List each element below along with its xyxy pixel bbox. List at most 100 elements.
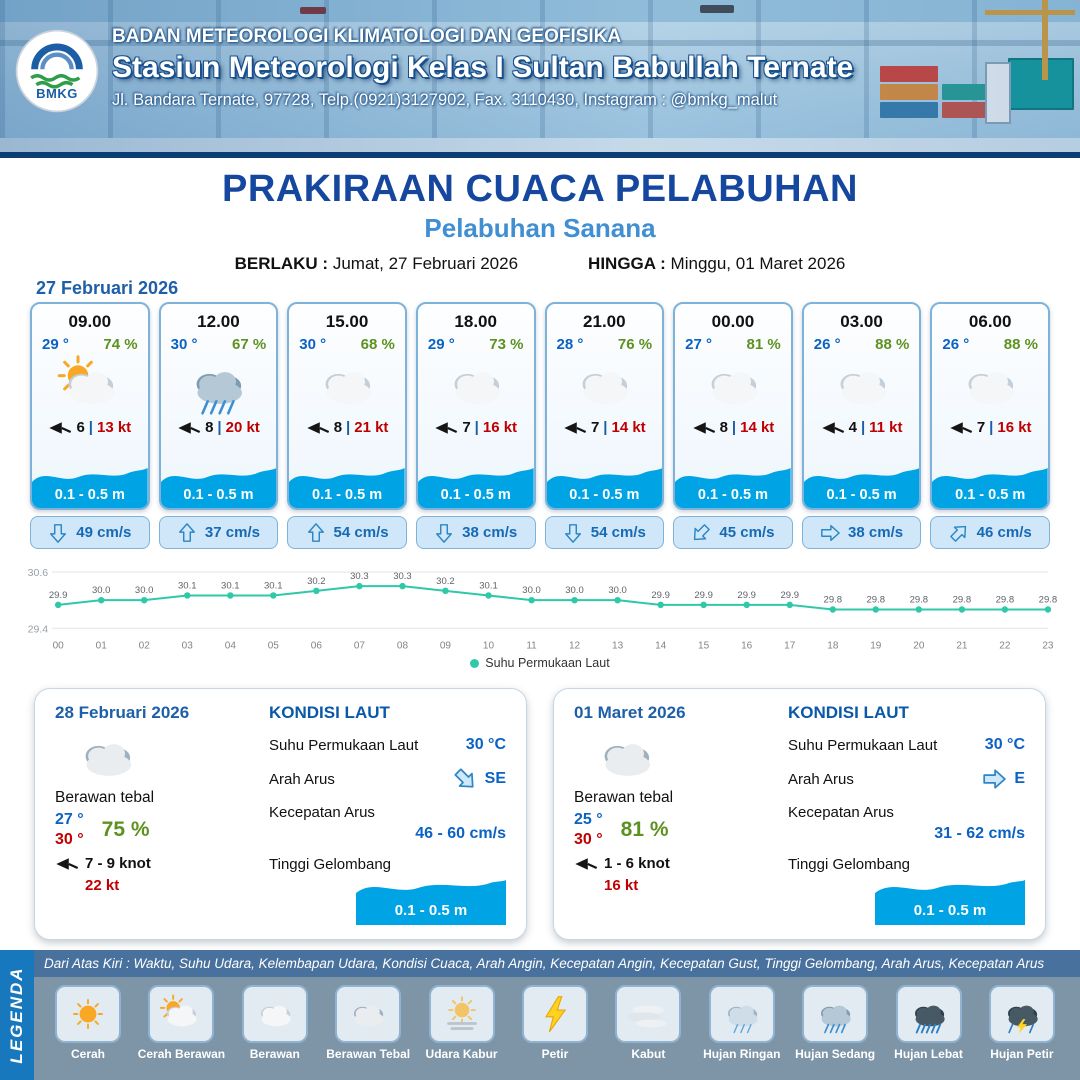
day-card: 01 Maret 2026 Berawan tebal 25 ° 30 ° 81… (553, 688, 1046, 940)
wind-speed: 8 (205, 419, 214, 436)
wind-row: 7 | 14 kt (563, 419, 646, 436)
forecast-card-main: 18.00 29 ° 73 % 7 | 16 kt 0.1 - 0.5 m (415, 302, 536, 510)
current-speed: 38 cm/s (462, 524, 518, 541)
current-speed: 54 cm/s (590, 524, 646, 541)
current-strip: 38 cm/s (415, 516, 536, 549)
forecast-time: 09.00 (68, 312, 112, 331)
forecast-card: 03.00 26 ° 88 % 4 | 11 kt 0.1 - 0.5 m 38… (801, 302, 922, 549)
valid-from-value: Jumat, 27 Februari 2026 (332, 254, 519, 273)
svg-text:12: 12 (569, 640, 581, 651)
crane-mast (1042, 0, 1048, 80)
legend-item: Berawan Tebal (322, 985, 414, 1061)
container-orange (880, 84, 938, 100)
svg-text:07: 07 (354, 640, 366, 651)
current-strip: 38 cm/s (801, 516, 922, 549)
port-illustration (0, 0, 1080, 152)
wave-height-label: Tinggi Gelombang (269, 856, 392, 873)
container-blue (880, 102, 938, 118)
legend-tile (241, 985, 308, 1043)
chart-legend: Suhu Permukaan Laut (18, 656, 1062, 670)
forecast-card-main: 00.00 27 ° 81 % 8 | 14 kt 0.1 - 0.5 m (673, 302, 793, 510)
current-speed: 54 cm/s (333, 524, 389, 541)
svg-text:30.1: 30.1 (178, 580, 197, 591)
air-temperature: 30 ° (299, 336, 327, 353)
legend-item-label: Berawan (249, 1047, 300, 1061)
current-speed: 38 cm/s (848, 524, 904, 541)
separator: | (474, 419, 479, 436)
wave-height-band: 0.1 - 0.5 m (803, 462, 920, 508)
forecast-date: 27 Februari 2026 (36, 278, 179, 298)
legend-item: Hujan Petir (976, 985, 1068, 1061)
day-weather-summary: 28 Februari 2026 Berawan tebal 27 ° 30 °… (55, 703, 255, 925)
header: BMKG BADAN METEOROLOGI KLIMATOLOGI DAN G… (0, 0, 1080, 158)
terminal-floor (0, 138, 1080, 152)
port-name: Pelabuhan Sanana (424, 213, 656, 243)
window-beam (0, 40, 1080, 46)
svg-text:17: 17 (784, 640, 796, 651)
gust-speed: 11 kt (869, 419, 903, 436)
forecast-time: 06.00 (968, 312, 1012, 331)
legend-item-label: Petir (541, 1047, 569, 1061)
hujan-petir-icon (994, 992, 1050, 1036)
current-strip: 54 cm/s (544, 516, 665, 549)
svg-text:30.6: 30.6 (28, 567, 49, 579)
forecast-time: 15.00 (325, 312, 369, 331)
separator: | (989, 419, 994, 436)
svg-text:29.9: 29.9 (737, 590, 756, 601)
forecast-card: 12.00 30 ° 67 % 8 | 20 kt 0.1 - 0.5 m 37… (158, 302, 279, 549)
weather-icon (174, 355, 262, 417)
air-temperature: 26 ° (942, 336, 970, 353)
weather-icon (432, 355, 520, 417)
legend-tile (148, 985, 215, 1043)
svg-text:18: 18 (827, 640, 839, 651)
svg-text:30.0: 30.0 (522, 585, 541, 596)
temp-humidity-row: 30 ° 68 % (289, 336, 405, 353)
temp-humidity-row: 29 ° 73 % (418, 336, 534, 353)
weather-icon (46, 355, 134, 417)
legend-tile (802, 985, 869, 1043)
temperature-block: 27 ° 30 ° 75 % (55, 811, 255, 849)
forecast-card: 06.00 26 ° 88 % 7 | 16 kt 0.1 - 0.5 m 46… (930, 302, 1050, 549)
legend-item-label: Hujan Petir (990, 1047, 1054, 1061)
current-strip: 54 cm/s (287, 516, 407, 549)
legend-tile (55, 985, 121, 1043)
gust-speed: 22 kt (85, 877, 120, 894)
day-cards: 28 Februari 2026 Berawan tebal 27 ° 30 °… (34, 688, 1046, 940)
wind-barb-icon (821, 420, 845, 436)
gust-speed: 16 kt (604, 877, 639, 894)
svg-text:02: 02 (139, 640, 151, 651)
gust-speed: 13 kt (96, 419, 132, 436)
legend-item: Hujan Ringan (696, 985, 788, 1061)
current-direction-arrow (687, 518, 715, 546)
current-strip: 45 cm/s (673, 516, 793, 549)
humidity: 67 % (232, 336, 267, 353)
svg-text:08: 08 (397, 640, 409, 651)
forecast-card: 09.00 29 ° 74 % 6 | 13 kt 0.1 - 0.5 m 49… (30, 302, 150, 549)
udara-kabur-icon (434, 992, 490, 1036)
svg-text:01: 01 (96, 640, 108, 651)
current-strip: 49 cm/s (30, 516, 150, 549)
separator: | (860, 419, 866, 436)
wind-speed: 8 (719, 419, 728, 436)
current-direction-arrow (448, 762, 482, 796)
gust-speed: 20 kt (225, 419, 260, 436)
sea-band (0, 0, 1080, 22)
separator: | (217, 419, 222, 436)
wind-speed: 1 - 6 knot (604, 855, 670, 872)
day-date: 01 Maret 2026 (574, 703, 686, 722)
wind-speed: 7 - 9 knot (85, 855, 151, 872)
current-speed-label: Kecepatan Arus (269, 804, 375, 821)
legend-item: Petir (509, 985, 601, 1061)
legend-item-label: Udara Kabur (425, 1047, 498, 1061)
temp-humidity-row: 29 ° 74 % (32, 336, 148, 353)
wave-height-label: Tinggi Gelombang (788, 856, 911, 873)
forecast-time: 03.00 (840, 312, 883, 331)
weather-condition: Berawan tebal (55, 789, 155, 806)
svg-text:00: 00 (53, 640, 65, 651)
forecast-card: 15.00 30 ° 68 % 8 | 21 kt 0.1 - 0.5 m 54… (287, 302, 407, 549)
svg-text:16: 16 (741, 640, 753, 651)
svg-text:04: 04 (225, 640, 237, 651)
current-speed: 45 cm/s (719, 524, 775, 541)
svg-text:29.8: 29.8 (824, 594, 843, 605)
current-direction-label: Arah Arus (788, 770, 854, 788)
